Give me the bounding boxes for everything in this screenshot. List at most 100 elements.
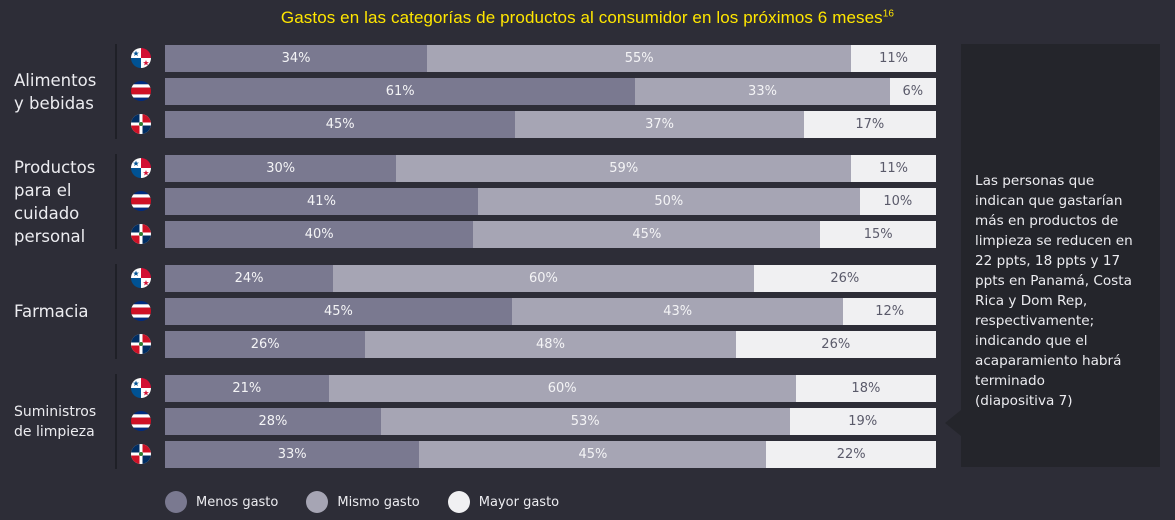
callout-line: más en productos de bbox=[975, 213, 1119, 229]
category-label: Suministros de limpieza bbox=[14, 402, 96, 442]
legend: Menos gasto Mismo gasto Mayor gasto bbox=[165, 491, 587, 513]
data-label: 26% bbox=[821, 337, 851, 352]
legend-swatch-mayor-gasto bbox=[447, 491, 470, 513]
data-label: 45% bbox=[325, 117, 355, 132]
segment-menos-gasto: 24% bbox=[165, 265, 334, 292]
category-label-line: y bebidas bbox=[14, 94, 94, 113]
segment-menos-gasto: 30% bbox=[165, 155, 397, 182]
data-label: 28% bbox=[258, 414, 288, 429]
panama-flag-icon bbox=[131, 158, 151, 178]
legend-label: Menos gasto bbox=[196, 494, 279, 510]
data-label: 55% bbox=[624, 51, 654, 66]
dominican-republic-flag-icon bbox=[131, 224, 151, 244]
data-label: 41% bbox=[307, 194, 336, 209]
category-label-line: Alimentos bbox=[14, 71, 97, 90]
segment-mayor-gasto: 22% bbox=[766, 441, 936, 468]
panama-flag-icon bbox=[131, 378, 151, 398]
callout-line: respectivamente; bbox=[975, 313, 1095, 329]
segment-mayor-gasto: 17% bbox=[803, 111, 936, 138]
segment-mayor-gasto: 11% bbox=[851, 155, 936, 182]
segment-mismo-gasto: 37% bbox=[515, 111, 804, 138]
costa-rica-flag-icon bbox=[131, 301, 151, 321]
callout-line: Rica y Dom Rep, bbox=[975, 293, 1088, 309]
panama-flag-icon bbox=[131, 48, 151, 68]
data-label: 53% bbox=[570, 414, 600, 429]
segment-mismo-gasto: 43% bbox=[511, 298, 844, 325]
bar-row: 34% 55% 11% bbox=[165, 45, 936, 72]
chart-title: Gastos en las categorías de productos al… bbox=[0, 8, 1175, 28]
category-label-line: cuidado bbox=[14, 204, 80, 223]
callout-line: limpieza se reducen en bbox=[975, 233, 1133, 249]
segment-mismo-gasto: 33% bbox=[635, 78, 890, 105]
segment-mismo-gasto: 50% bbox=[477, 188, 860, 215]
category-label-line: de limpieza bbox=[14, 424, 95, 440]
data-label: 34% bbox=[281, 51, 311, 66]
category-label-line: Suministros bbox=[14, 404, 97, 420]
data-label: 26% bbox=[830, 271, 860, 286]
segment-mayor-gasto: 18% bbox=[795, 375, 936, 402]
panama-flag-icon bbox=[131, 268, 151, 288]
segment-menos-gasto: 40% bbox=[165, 221, 474, 248]
segment-mismo-gasto: 59% bbox=[396, 155, 852, 182]
segment-menos-gasto: 28% bbox=[165, 408, 381, 435]
segment-menos-gasto: 61% bbox=[165, 78, 636, 105]
chart-title-text: Gastos en las categorías de productos al… bbox=[280, 8, 883, 27]
data-label: 17% bbox=[855, 117, 885, 132]
legend-item-mismo-gasto: Mismo gasto bbox=[306, 491, 420, 513]
segment-mayor-gasto: 6% bbox=[889, 78, 936, 105]
segment-mayor-gasto: 11% bbox=[851, 45, 936, 72]
data-label: 45% bbox=[324, 304, 353, 319]
legend-swatch-mismo-gasto bbox=[306, 491, 329, 513]
data-label: 37% bbox=[645, 117, 674, 132]
bar-row: 61% 33% 6% bbox=[165, 78, 936, 105]
data-label: 22% bbox=[836, 447, 866, 462]
bar-row: 45% 43% 12% bbox=[165, 298, 936, 325]
callout-line: indicando que el bbox=[975, 333, 1088, 349]
bar-row: 21% 60% 18% bbox=[165, 375, 936, 402]
data-label: 21% bbox=[232, 381, 262, 396]
callout-line: acaparamiento habrá bbox=[975, 353, 1122, 369]
data-label: 33% bbox=[748, 84, 777, 99]
group-divider bbox=[115, 374, 117, 469]
data-label: 40% bbox=[304, 227, 334, 242]
data-label: 43% bbox=[663, 304, 693, 319]
legend-item-menos-gasto: Menos gasto bbox=[165, 491, 278, 513]
dominican-republic-flag-icon bbox=[131, 334, 151, 354]
group-divider bbox=[115, 44, 117, 139]
data-label: 60% bbox=[529, 271, 558, 286]
legend-label: Mismo gasto bbox=[337, 494, 420, 510]
callout-line: ppts en Panamá, Costa bbox=[975, 273, 1132, 289]
data-label: 18% bbox=[851, 381, 881, 396]
data-label: 50% bbox=[654, 194, 684, 209]
data-label: 33% bbox=[277, 447, 307, 462]
segment-mismo-gasto: 55% bbox=[427, 45, 852, 72]
segment-mismo-gasto: 45% bbox=[419, 441, 767, 468]
data-label: 48% bbox=[536, 337, 565, 352]
callout-line: 22 ppts, 18 ppts y 17 bbox=[975, 253, 1121, 269]
data-label: 30% bbox=[266, 161, 296, 176]
title-footnote-ref: 16 bbox=[882, 8, 895, 20]
category-label-line: Farmacia bbox=[14, 302, 89, 321]
segment-mismo-gasto: 60% bbox=[333, 265, 754, 292]
callout-panel: Las personas que indican que gastarían más… bbox=[961, 44, 1160, 467]
callout-line: Las personas que bbox=[975, 173, 1095, 189]
segment-mayor-gasto: 15% bbox=[820, 221, 936, 248]
data-label: 15% bbox=[863, 227, 893, 242]
data-label: 61% bbox=[385, 84, 415, 99]
data-label: 45% bbox=[632, 227, 662, 242]
bar-row: 33% 45% 22% bbox=[165, 441, 936, 468]
data-label: 26% bbox=[250, 337, 280, 352]
costa-rica-flag-icon bbox=[131, 81, 151, 101]
data-label: 11% bbox=[879, 51, 909, 66]
callout-pointer bbox=[945, 410, 961, 436]
segment-mayor-gasto: 12% bbox=[843, 298, 936, 325]
segment-mayor-gasto: 19% bbox=[789, 408, 936, 435]
legend-label: Mayor gasto bbox=[478, 494, 560, 510]
callout-line: terminado bbox=[975, 373, 1045, 389]
data-label: 10% bbox=[883, 194, 913, 209]
category-label-line: para el bbox=[14, 181, 72, 200]
segment-mismo-gasto: 53% bbox=[380, 408, 790, 435]
segment-menos-gasto: 26% bbox=[165, 331, 366, 358]
segment-mismo-gasto: 45% bbox=[473, 221, 821, 248]
data-label: 6% bbox=[902, 84, 924, 99]
